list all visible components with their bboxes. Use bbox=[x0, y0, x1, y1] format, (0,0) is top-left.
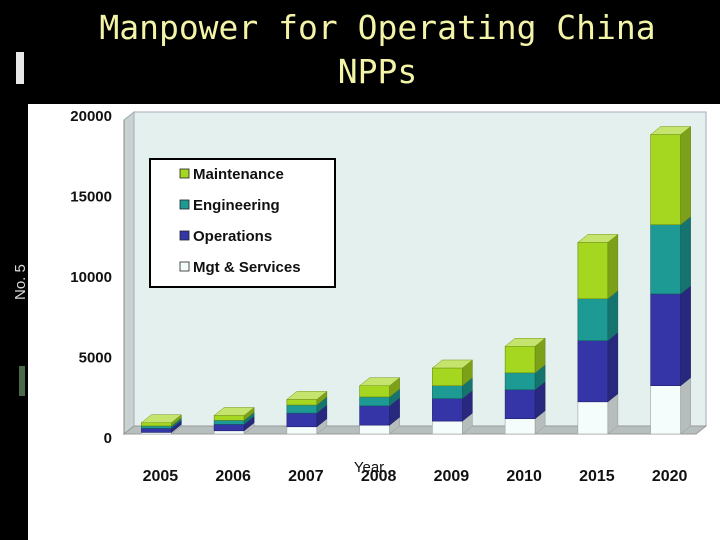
x-tick-label: 2007 bbox=[288, 468, 324, 485]
bar-side bbox=[680, 126, 691, 226]
x-tick-label: 2015 bbox=[579, 468, 615, 485]
bar-2010-engineering bbox=[504, 372, 536, 391]
legend-swatch bbox=[179, 199, 190, 210]
bar-2015-maintenance bbox=[577, 242, 609, 300]
bar-2008-engineering bbox=[359, 396, 390, 407]
legend-label: Mgt & Services bbox=[193, 259, 301, 276]
y-tick-label: 15000 bbox=[70, 189, 112, 206]
plot-floor bbox=[122, 425, 708, 435]
y-tick-label: 20000 bbox=[70, 108, 112, 125]
legend-swatch bbox=[179, 230, 190, 241]
bar-top bbox=[286, 391, 328, 400]
bar-2008-operations bbox=[359, 405, 390, 426]
bar-2010-operations bbox=[504, 389, 536, 420]
x-tick-label: 2006 bbox=[215, 468, 251, 485]
bar-2005-operations bbox=[141, 428, 172, 433]
bar-2010-maintenance bbox=[504, 345, 536, 374]
bar-2005-maintenance bbox=[141, 422, 172, 427]
bar-side bbox=[680, 216, 691, 295]
bar-2007-operations bbox=[286, 412, 318, 428]
bar-2015-mgt-services bbox=[577, 401, 609, 435]
bar-2020-operations bbox=[650, 293, 681, 386]
decor-bar-top bbox=[16, 52, 24, 84]
bar-2009-mgt-services bbox=[432, 420, 463, 435]
plot-side-wall bbox=[123, 110, 135, 436]
bar-2015-engineering bbox=[577, 298, 609, 341]
bar-2010-mgt-services bbox=[504, 418, 536, 435]
bar-2007-mgt-services bbox=[286, 426, 318, 435]
bar-side bbox=[607, 332, 619, 403]
bar-top bbox=[431, 359, 474, 369]
y-tick-label: 5000 bbox=[79, 350, 112, 367]
decor-bar-bottom bbox=[19, 366, 25, 396]
bar-2020-mgt-services bbox=[650, 385, 681, 435]
bar-2020-engineering bbox=[650, 224, 681, 295]
y-tick-label: 0 bbox=[104, 430, 112, 447]
bar-top bbox=[577, 234, 619, 243]
chart: 0 5000 10000 15000 20000 2005 2006 2007 2008 2009… bbox=[70, 108, 708, 485]
side-text: No. 5 bbox=[12, 264, 29, 300]
bar-2009-operations bbox=[432, 398, 463, 422]
legend-swatch bbox=[179, 168, 190, 179]
bar-2008-mgt-services bbox=[359, 424, 390, 435]
bar-2020-maintenance bbox=[650, 134, 681, 226]
legend-label: Operations bbox=[193, 228, 272, 245]
bar-2015-operations bbox=[577, 340, 609, 403]
bar-2008-maintenance bbox=[359, 385, 390, 398]
bar-top bbox=[358, 377, 401, 386]
bar-2006-engineering bbox=[213, 420, 245, 425]
x-axis-label: Year bbox=[354, 459, 384, 476]
bar-2007-engineering bbox=[286, 404, 318, 414]
bar-top bbox=[649, 126, 692, 135]
bar-top bbox=[213, 407, 255, 416]
bar-2006-maintenance bbox=[213, 415, 245, 421]
legend-label: Maintenance bbox=[193, 166, 284, 183]
bar-2005-engineering bbox=[141, 425, 172, 429]
bar-top bbox=[140, 414, 183, 423]
legend-swatch bbox=[179, 261, 190, 272]
bar-2006-mgt-services bbox=[213, 430, 245, 435]
x-tick-label: 2009 bbox=[434, 468, 470, 485]
x-tick-label: 2010 bbox=[506, 468, 542, 485]
x-tick-label: 2020 bbox=[652, 468, 688, 485]
bar-2007-maintenance bbox=[286, 399, 318, 406]
legend-label: Engineering bbox=[193, 197, 280, 214]
bar-2006-operations bbox=[213, 424, 245, 432]
y-tick-label: 10000 bbox=[70, 269, 112, 286]
slide-title: Manpower for Operating China NPPs bbox=[99, 8, 656, 91]
chart-panel: 0 5000 10000 15000 20000 2005 2006 2007 2008 2009… bbox=[28, 104, 720, 540]
x-tick-label: 2005 bbox=[143, 468, 179, 485]
bar-top bbox=[504, 338, 546, 347]
bar-side bbox=[607, 233, 619, 300]
bar-2009-engineering bbox=[432, 385, 463, 399]
bar-side bbox=[680, 377, 691, 435]
bar-2009-maintenance bbox=[432, 367, 463, 386]
bar-side bbox=[680, 285, 691, 387]
bar-side bbox=[607, 290, 619, 342]
x-tick-label: 2008 bbox=[361, 468, 397, 485]
